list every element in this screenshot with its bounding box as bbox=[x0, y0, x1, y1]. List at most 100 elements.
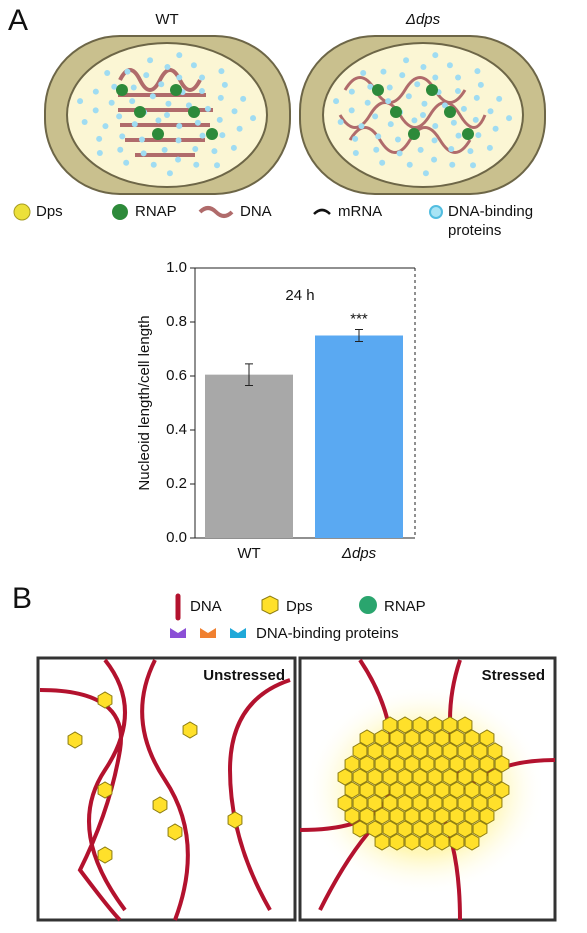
dps bbox=[389, 807, 405, 825]
protein-dot bbox=[348, 107, 355, 114]
dps bbox=[479, 755, 495, 773]
legend-text: Dps bbox=[286, 598, 313, 615]
bar bbox=[205, 374, 293, 538]
dps bbox=[397, 716, 413, 734]
dps bbox=[397, 742, 413, 760]
y-tick-label: 0.0 bbox=[166, 529, 187, 546]
dps bbox=[427, 768, 443, 786]
protein-dot bbox=[176, 74, 183, 81]
rnap bbox=[134, 106, 146, 118]
rnap bbox=[444, 106, 456, 118]
dps bbox=[382, 794, 398, 812]
dps bbox=[404, 729, 420, 747]
dps bbox=[167, 823, 183, 841]
dps bbox=[487, 768, 503, 786]
protein-dot bbox=[158, 81, 165, 88]
dps bbox=[419, 781, 435, 799]
dps bbox=[464, 807, 480, 825]
protein-dot bbox=[420, 112, 426, 118]
dps bbox=[374, 781, 390, 799]
protein-dot bbox=[473, 94, 480, 101]
dps bbox=[389, 729, 405, 747]
protein-dot bbox=[414, 81, 421, 88]
protein-dot bbox=[411, 117, 418, 124]
dps bbox=[97, 846, 113, 864]
protein-dot bbox=[117, 146, 124, 153]
dps bbox=[337, 768, 353, 786]
protein-dot bbox=[217, 94, 224, 101]
dps bbox=[397, 794, 413, 812]
dps bbox=[382, 716, 398, 734]
dps bbox=[389, 833, 405, 851]
protein-dot bbox=[116, 113, 123, 120]
protein-dot bbox=[175, 137, 182, 144]
dps bbox=[427, 742, 443, 760]
dps bbox=[442, 768, 458, 786]
dps bbox=[412, 794, 428, 812]
rnap bbox=[390, 106, 402, 118]
protein-dot bbox=[448, 146, 455, 153]
protein-dot bbox=[373, 146, 380, 153]
dps bbox=[434, 833, 450, 851]
protein-dot bbox=[131, 121, 138, 128]
y-tick-label: 0.4 bbox=[166, 421, 187, 438]
dps bbox=[419, 729, 435, 747]
protein-dot bbox=[422, 170, 429, 177]
x-tick-label: Δdps bbox=[341, 545, 377, 562]
protein-dot bbox=[190, 62, 197, 69]
dps bbox=[427, 716, 443, 734]
protein-dot bbox=[492, 125, 499, 132]
protein-dot bbox=[446, 62, 453, 69]
dps bbox=[344, 807, 360, 825]
dps bbox=[427, 820, 443, 838]
protein-dot bbox=[219, 132, 226, 139]
protein-dot bbox=[454, 88, 461, 95]
protein-dot bbox=[470, 162, 477, 169]
dps bbox=[419, 807, 435, 825]
protein-dot bbox=[358, 123, 365, 130]
dps bbox=[404, 833, 420, 851]
protein-dot bbox=[165, 100, 172, 107]
protein-dot bbox=[176, 52, 183, 59]
dps bbox=[427, 794, 443, 812]
protein-dot bbox=[352, 150, 359, 157]
dps bbox=[404, 755, 420, 773]
dps bbox=[472, 820, 488, 838]
dps bbox=[412, 820, 428, 838]
protein-dot bbox=[432, 74, 439, 81]
dps bbox=[479, 807, 495, 825]
legend-text: RNAP bbox=[135, 203, 177, 220]
dps bbox=[359, 781, 375, 799]
dps bbox=[449, 781, 465, 799]
dps bbox=[442, 820, 458, 838]
protein-dot bbox=[143, 72, 150, 79]
protein-dot bbox=[166, 170, 173, 177]
protein-dot bbox=[364, 99, 371, 106]
dps bbox=[404, 807, 420, 825]
protein-dot bbox=[250, 115, 257, 122]
protein-dot bbox=[475, 132, 482, 139]
rnap bbox=[188, 106, 200, 118]
dps bbox=[434, 807, 450, 825]
dps bbox=[337, 794, 353, 812]
dps bbox=[449, 807, 465, 825]
protein-dot bbox=[240, 95, 247, 102]
protein-dot bbox=[199, 74, 206, 81]
protein-dot bbox=[96, 135, 103, 142]
protein-dot bbox=[472, 116, 479, 123]
protein-dot bbox=[81, 118, 88, 125]
bar-chart: 24 h Nucleoid length/cell length 0.0 0.2 0… bbox=[136, 259, 416, 562]
dps bbox=[494, 755, 510, 773]
bar bbox=[315, 335, 403, 538]
protein-dot bbox=[92, 88, 99, 95]
protein-dot bbox=[441, 102, 448, 109]
legend-text: proteins bbox=[448, 222, 501, 239]
protein-dot bbox=[417, 146, 424, 153]
dps bbox=[479, 729, 495, 747]
protein-dot bbox=[214, 162, 221, 169]
protein-dot bbox=[467, 148, 474, 155]
protein-dot bbox=[421, 100, 428, 107]
protein-dot bbox=[161, 146, 168, 153]
dps bbox=[382, 768, 398, 786]
protein-dot bbox=[221, 81, 228, 88]
